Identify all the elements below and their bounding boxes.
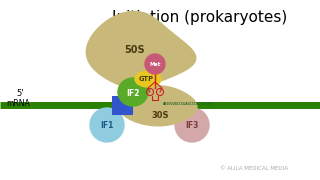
Text: mRNA: mRNA bbox=[6, 98, 30, 107]
Text: IF1: IF1 bbox=[100, 120, 114, 129]
Polygon shape bbox=[86, 12, 196, 89]
Circle shape bbox=[175, 108, 209, 142]
Text: © ALILA MEDICAL MEDIA: © ALILA MEDICAL MEDIA bbox=[220, 165, 288, 170]
Text: Met: Met bbox=[149, 62, 161, 66]
Text: Initiation (prokaryotes): Initiation (prokaryotes) bbox=[112, 10, 288, 25]
Text: GTP: GTP bbox=[139, 76, 154, 82]
Ellipse shape bbox=[118, 78, 148, 106]
Text: 5': 5' bbox=[16, 89, 24, 98]
Text: IF2: IF2 bbox=[126, 89, 140, 98]
Polygon shape bbox=[119, 86, 197, 126]
Text: 30S: 30S bbox=[151, 111, 169, 120]
Ellipse shape bbox=[135, 71, 161, 87]
Text: IF3: IF3 bbox=[185, 120, 199, 129]
Text: 50S: 50S bbox=[125, 45, 145, 55]
Circle shape bbox=[145, 54, 165, 74]
Text: AUGCUUGCCCUAGCCCGCUUUUUU: AUGCUUGCCCUAGCCCGCUUUUUU bbox=[163, 102, 214, 106]
Circle shape bbox=[90, 108, 124, 142]
